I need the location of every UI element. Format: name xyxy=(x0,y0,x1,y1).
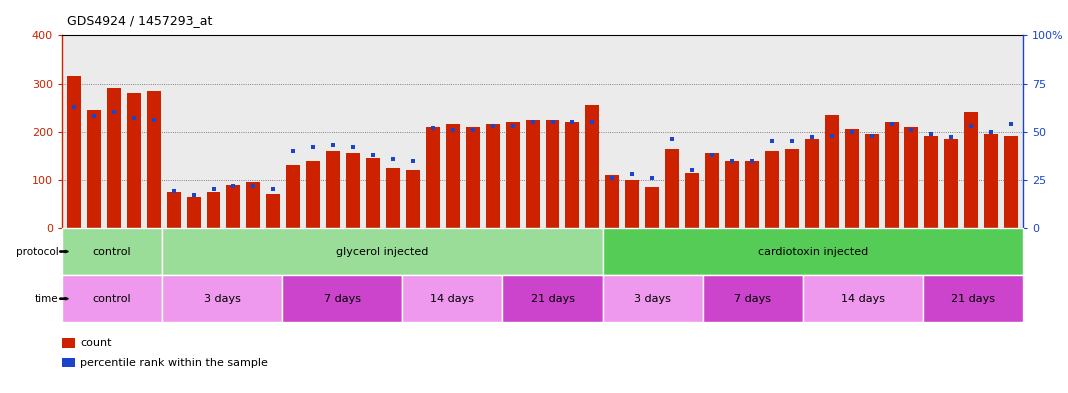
Text: time: time xyxy=(35,294,59,304)
Text: cardiotoxin injected: cardiotoxin injected xyxy=(758,246,868,257)
Bar xyxy=(206,192,220,228)
Text: 21 days: 21 days xyxy=(531,294,575,304)
Bar xyxy=(546,119,560,228)
Bar xyxy=(226,185,240,228)
Bar xyxy=(925,136,939,228)
Text: count: count xyxy=(80,338,111,348)
Bar xyxy=(67,76,81,228)
Bar xyxy=(745,160,759,228)
Text: 7 days: 7 days xyxy=(735,294,771,304)
Text: glycerol injected: glycerol injected xyxy=(336,246,428,257)
Bar xyxy=(87,110,100,228)
Bar xyxy=(466,127,480,228)
Bar xyxy=(386,168,399,228)
Bar xyxy=(705,153,719,228)
Bar xyxy=(167,192,180,228)
Bar xyxy=(187,196,201,228)
Bar xyxy=(146,91,160,228)
Text: protocol: protocol xyxy=(16,246,59,257)
Bar xyxy=(426,127,440,228)
Bar xyxy=(585,105,599,228)
Text: 3 days: 3 days xyxy=(204,294,240,304)
Bar xyxy=(606,175,619,228)
Bar xyxy=(645,187,659,228)
Bar xyxy=(1004,136,1018,228)
Bar xyxy=(665,149,679,228)
Text: control: control xyxy=(93,246,131,257)
Text: control: control xyxy=(93,294,131,304)
Bar xyxy=(326,151,340,228)
Bar xyxy=(725,160,739,228)
Bar xyxy=(247,182,261,228)
Bar xyxy=(865,134,879,228)
Bar xyxy=(486,125,500,228)
Bar xyxy=(366,158,380,228)
Bar xyxy=(565,122,580,228)
Bar xyxy=(824,115,838,228)
Bar xyxy=(107,88,121,228)
Bar xyxy=(785,149,799,228)
Bar xyxy=(505,122,520,228)
Bar xyxy=(266,194,280,228)
Bar xyxy=(307,160,320,228)
Text: 7 days: 7 days xyxy=(324,294,361,304)
Bar xyxy=(985,134,999,228)
Bar xyxy=(406,170,420,228)
Bar xyxy=(905,127,918,228)
Text: 3 days: 3 days xyxy=(634,294,671,304)
Text: GDS4924 / 1457293_at: GDS4924 / 1457293_at xyxy=(67,15,213,28)
Bar xyxy=(884,122,898,228)
Bar xyxy=(127,93,141,228)
Text: 14 days: 14 days xyxy=(430,294,474,304)
Bar xyxy=(765,151,779,228)
Bar xyxy=(964,112,978,228)
Text: 14 days: 14 days xyxy=(841,294,885,304)
Bar xyxy=(686,173,700,228)
Bar xyxy=(346,153,360,228)
Bar xyxy=(286,165,300,228)
Text: percentile rank within the sample: percentile rank within the sample xyxy=(80,358,268,367)
Text: 21 days: 21 days xyxy=(952,294,995,304)
Bar xyxy=(805,139,819,228)
Bar xyxy=(845,129,859,228)
Bar xyxy=(625,180,640,228)
Bar xyxy=(944,139,958,228)
Bar xyxy=(445,125,460,228)
Bar xyxy=(525,119,539,228)
